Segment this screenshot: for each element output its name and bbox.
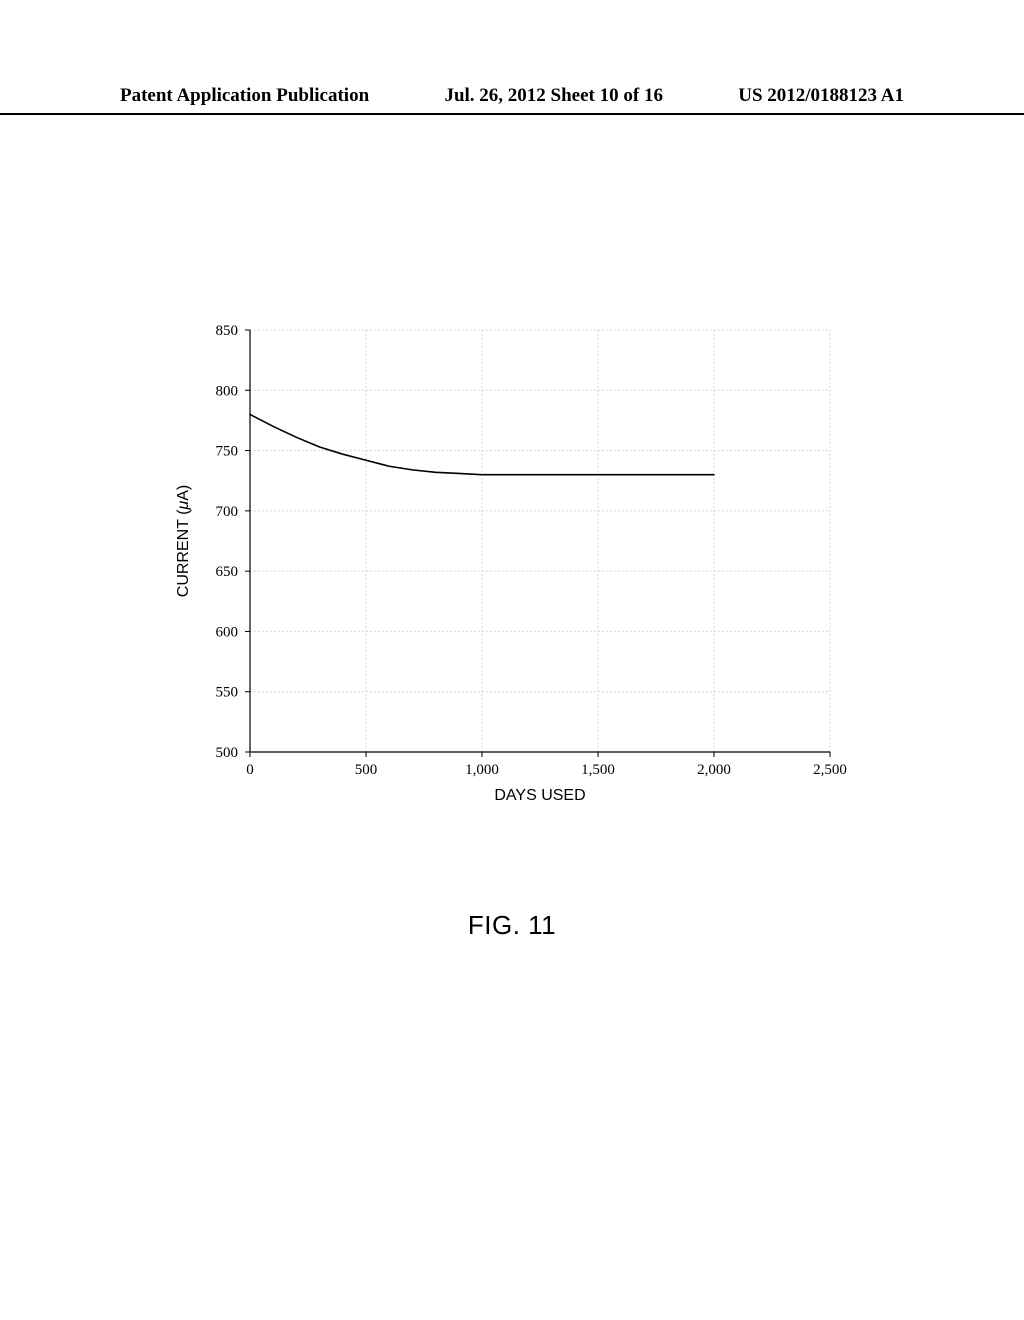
- svg-text:600: 600: [216, 624, 239, 640]
- svg-text:750: 750: [216, 444, 239, 460]
- svg-text:800: 800: [216, 383, 239, 399]
- svg-text:650: 650: [216, 564, 239, 580]
- header-left: Patent Application Publication: [120, 85, 369, 107]
- svg-text:500: 500: [216, 745, 239, 761]
- svg-text:2,000: 2,000: [697, 762, 731, 778]
- svg-text:500: 500: [355, 762, 378, 778]
- svg-text:850: 850: [216, 323, 239, 339]
- svg-text:1,000: 1,000: [465, 762, 499, 778]
- patent-header: Patent Application Publication Jul. 26, …: [0, 85, 1024, 115]
- svg-text:1,500: 1,500: [581, 762, 615, 778]
- line-chart: 0 500 1,000 1,500 2,000 2,500 500 550 600 650 700 7…: [150, 320, 870, 820]
- svg-text:DAYS USED: DAYS USED: [494, 787, 585, 804]
- svg-text:0: 0: [246, 762, 254, 778]
- svg-text:CURRENT (μA): CURRENT (μA): [175, 485, 192, 597]
- svg-text:2,500: 2,500: [813, 762, 847, 778]
- header-right: US 2012/0188123 A1: [738, 85, 904, 107]
- figure-label: FIG. 11: [0, 910, 1024, 941]
- svg-text:550: 550: [216, 685, 239, 701]
- svg-text:700: 700: [216, 504, 239, 520]
- chart-container: 0 500 1,000 1,500 2,000 2,500 500 550 600 650 700 7…: [150, 320, 870, 820]
- header-center: Jul. 26, 2012 Sheet 10 of 16: [444, 85, 663, 107]
